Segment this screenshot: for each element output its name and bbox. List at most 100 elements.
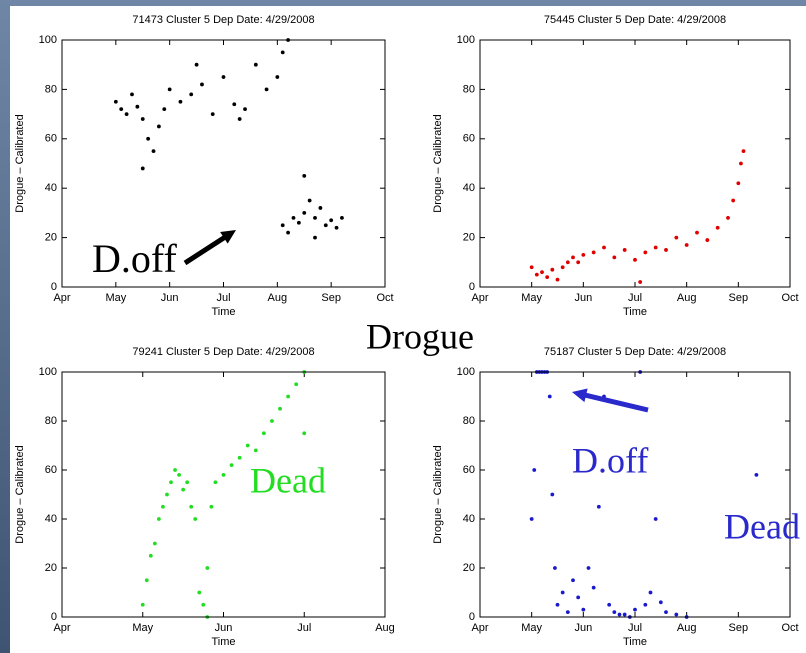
data-point	[151, 149, 156, 154]
data-point	[602, 245, 606, 250]
y-tick-label: 60	[45, 133, 57, 145]
data-point	[157, 124, 161, 129]
x-tick-label: Oct	[781, 622, 798, 634]
data-point	[189, 504, 194, 509]
data-point	[201, 602, 206, 607]
data-point	[221, 473, 226, 477]
plot-area	[480, 372, 790, 617]
data-point	[586, 566, 591, 570]
x-tick-label: May	[132, 622, 153, 634]
data-point	[178, 99, 183, 104]
x-tick-label: Aug	[677, 292, 697, 304]
x-tick-label: Aug	[375, 622, 395, 634]
data-point	[571, 578, 575, 583]
data-point	[237, 455, 242, 460]
annotation: D.off	[572, 440, 648, 480]
data-point	[146, 136, 151, 141]
data-point	[140, 602, 145, 607]
data-point	[232, 102, 237, 107]
data-point	[165, 492, 169, 497]
y-tick-label: 20	[45, 562, 57, 574]
y-axis-label: Drogue – Calibrated	[432, 445, 444, 543]
data-point	[237, 117, 242, 121]
x-tick-label: May	[521, 622, 542, 634]
data-point	[148, 553, 153, 558]
chart-title: 75445 Cluster 5 Dep Date: 4/29/2008	[544, 14, 726, 26]
x-tick-label: May	[521, 292, 542, 304]
data-point	[674, 235, 679, 240]
data-point	[280, 223, 285, 228]
x-tick-label: Jun	[574, 292, 592, 304]
data-point	[596, 504, 601, 509]
x-tick-label: Jul	[628, 622, 642, 634]
data-point	[638, 280, 643, 284]
data-point	[529, 265, 534, 270]
data-point	[571, 255, 575, 260]
y-tick-label: 20	[463, 562, 475, 574]
data-point	[193, 517, 198, 521]
y-tick-label: 40	[45, 513, 57, 525]
data-point	[209, 504, 214, 509]
data-point	[152, 541, 157, 546]
data-point	[245, 443, 250, 448]
y-tick-label: 80	[45, 83, 57, 95]
data-point	[181, 487, 186, 492]
data-point	[173, 468, 177, 472]
data-point	[200, 82, 204, 87]
data-point	[140, 166, 145, 171]
data-point	[278, 406, 282, 411]
y-tick-label: 0	[469, 611, 475, 623]
data-point	[313, 235, 317, 240]
data-point	[529, 517, 534, 521]
data-point	[286, 394, 290, 399]
annotation-arrow	[183, 232, 231, 266]
data-point	[715, 225, 720, 230]
data-point	[565, 260, 570, 265]
x-tick-label: Oct	[376, 292, 393, 304]
chart-title: 75187 Cluster 5 Dep Date: 4/29/2008	[544, 346, 726, 358]
data-point	[253, 448, 258, 453]
data-point	[286, 230, 290, 235]
data-point	[329, 218, 334, 223]
data-point	[340, 215, 344, 220]
x-tick-label: Sep	[729, 622, 749, 634]
y-axis-label: Drogue – Calibrated	[14, 114, 26, 212]
x-tick-label: Apr	[471, 292, 488, 304]
y-tick-label: 60	[463, 133, 475, 145]
data-point	[664, 248, 668, 252]
y-tick-label: 60	[45, 464, 57, 476]
data-point	[270, 419, 274, 423]
annotation: D.off	[92, 236, 177, 281]
data-point	[140, 117, 145, 121]
data-point	[185, 480, 190, 485]
data-point	[307, 198, 312, 203]
data-point	[653, 517, 658, 521]
data-point	[622, 612, 627, 617]
data-point	[591, 585, 596, 590]
chart-title: 79241 Cluster 5 Dep Date: 4/29/2008	[132, 346, 314, 358]
annotation: Dead	[724, 506, 800, 546]
y-axis-label: Drogue – Calibrated	[432, 114, 444, 212]
x-tick-label: Apr	[471, 622, 488, 634]
data-point	[302, 211, 307, 215]
data-point	[553, 566, 557, 570]
x-tick-label: Apr	[53, 622, 70, 634]
plot-area	[62, 40, 385, 287]
data-point	[229, 463, 234, 467]
data-point	[741, 149, 746, 154]
data-point	[560, 265, 565, 270]
data-point	[302, 431, 307, 436]
chart-title: 71473 Cluster 5 Dep Date: 4/29/2008	[132, 14, 314, 26]
data-point	[726, 215, 730, 220]
y-axis-label: Drogue – Calibrated	[14, 445, 26, 543]
data-point	[194, 62, 199, 67]
data-point	[565, 610, 570, 614]
x-tick-label: Oct	[781, 292, 798, 304]
x-axis-label: Time	[623, 306, 647, 318]
data-point	[243, 107, 247, 112]
y-tick-label: 80	[45, 415, 57, 427]
data-point	[612, 610, 617, 614]
data-point	[612, 255, 617, 260]
